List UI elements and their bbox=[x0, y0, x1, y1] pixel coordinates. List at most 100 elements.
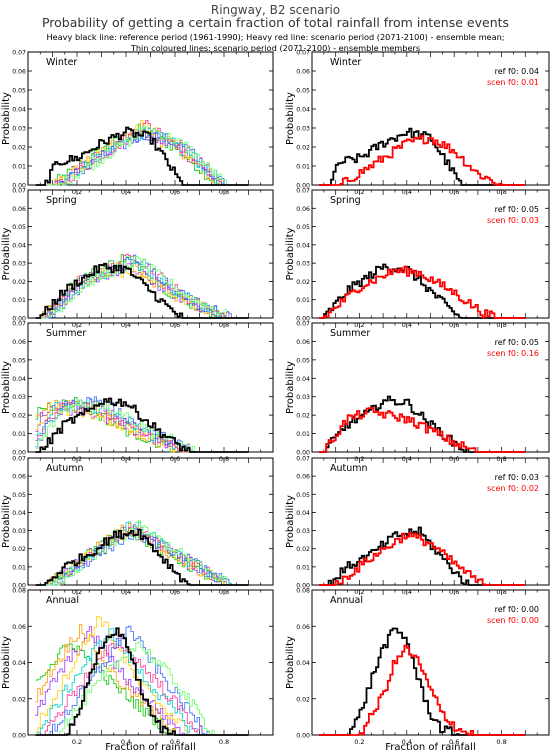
ref-f0-label: ref f0: 0.03 bbox=[495, 473, 539, 482]
reference-series-line bbox=[35, 397, 249, 453]
x-axis-label: Fraction of rainfall bbox=[105, 742, 195, 752]
y-tick-label: 0.06 bbox=[296, 474, 310, 481]
y-axis-label: Probability bbox=[1, 227, 12, 280]
y-tick-label: 0.02 bbox=[296, 279, 310, 286]
figure-title: Ringway, B2 scenario bbox=[210, 3, 341, 17]
member-series-line bbox=[35, 616, 249, 736]
y-tick-label: 0.07 bbox=[296, 188, 310, 195]
member-series-line bbox=[35, 400, 249, 453]
reference-series-line bbox=[319, 395, 526, 453]
y-axis-label: Probability bbox=[1, 361, 12, 414]
y-tick-label: 0.02 bbox=[12, 145, 26, 152]
x-tick-label: 0.2 bbox=[72, 738, 82, 746]
season-label: Winter bbox=[46, 57, 77, 68]
y-tick-label: 0.04 bbox=[296, 660, 310, 667]
scen-f0-label: scen f0: 0.16 bbox=[487, 349, 539, 358]
ref-f0-label: ref f0: 0.05 bbox=[495, 338, 539, 347]
y-tick-label: 0.02 bbox=[12, 413, 26, 420]
x-tick-label: 0.8 bbox=[219, 738, 229, 746]
y-tick-label: 0.00 bbox=[12, 583, 26, 590]
y-tick-label: 0.05 bbox=[12, 88, 26, 95]
scen-f0-label: scen f0: 0.02 bbox=[487, 484, 539, 493]
panel-winter-mean: 0.000.010.020.030.040.050.060.070.2 0.4 0.… bbox=[285, 50, 550, 196]
panel-autumn-members: 0.000.010.020.030.040.050.060.070.2 0.4 0.… bbox=[1, 456, 274, 596]
y-tick-label: 0.06 bbox=[12, 474, 26, 481]
y-tick-label: 0.07 bbox=[12, 456, 26, 463]
reference-series-line bbox=[35, 627, 249, 736]
y-tick-label: 0.03 bbox=[12, 528, 26, 535]
x-tick-label: 0.6 bbox=[170, 738, 180, 746]
y-tick-label: 0.00 bbox=[12, 733, 26, 740]
legend-line-2: Thin coloured lines: scenario period (20… bbox=[130, 43, 421, 53]
member-series-line bbox=[35, 520, 249, 586]
y-tick-label: 0.04 bbox=[12, 376, 26, 383]
y-tick-label: 0.06 bbox=[296, 624, 310, 631]
y-tick-label: 0.05 bbox=[12, 492, 26, 499]
y-tick-label: 0.01 bbox=[12, 164, 26, 171]
x-tick-label: 0.4 bbox=[121, 738, 131, 746]
y-tick-label: 0.05 bbox=[12, 224, 26, 231]
y-tick-label: 0.03 bbox=[12, 126, 26, 133]
y-tick-label: 0.01 bbox=[296, 564, 310, 571]
y-tick-label: 0.00 bbox=[296, 583, 310, 590]
y-tick-label: 0.04 bbox=[296, 242, 310, 249]
y-tick-label: 0.05 bbox=[296, 88, 310, 95]
y-tick-label: 0.02 bbox=[296, 413, 310, 420]
y-tick-label: 0.03 bbox=[296, 528, 310, 535]
y-tick-label: 0.00 bbox=[12, 450, 26, 457]
y-tick-label: 0.07 bbox=[12, 50, 26, 57]
reference-series-line bbox=[319, 127, 526, 186]
y-tick-label: 0.07 bbox=[12, 321, 26, 328]
season-label: Annual bbox=[330, 595, 363, 606]
member-series-line bbox=[35, 256, 249, 319]
y-tick-label: 0.04 bbox=[12, 107, 26, 114]
reference-series-line bbox=[35, 126, 249, 186]
y-tick-label: 0.07 bbox=[296, 456, 310, 463]
scenario-mean-series-line bbox=[319, 532, 526, 586]
y-tick-label: 0.05 bbox=[12, 357, 26, 364]
y-tick-label: 0.04 bbox=[12, 242, 26, 249]
y-tick-label: 0.04 bbox=[296, 376, 310, 383]
y-tick-label: 0.02 bbox=[12, 696, 26, 703]
member-series-line bbox=[35, 624, 249, 736]
y-tick-label: 0.02 bbox=[296, 546, 310, 553]
season-label: Spring bbox=[46, 195, 77, 206]
panel-annual-members: 0.00 0.02 0.04 0.06 0.08 0.2 0.4 0.6 0.8 Probabil… bbox=[1, 588, 274, 752]
panel-summer-mean: 0.000.010.020.030.040.050.060.070.2 0.4 0.… bbox=[285, 321, 550, 463]
y-tick-label: 0.04 bbox=[12, 510, 26, 517]
y-tick-label: 0.04 bbox=[296, 107, 310, 114]
y-tick-label: 0.06 bbox=[296, 69, 310, 76]
x-axis-label: Fraction of rainfall bbox=[385, 742, 475, 752]
y-tick-label: 0.03 bbox=[296, 126, 310, 133]
scen-f0-label: scen f0: 0.00 bbox=[487, 616, 539, 625]
y-tick-label: 0.07 bbox=[12, 188, 26, 195]
x-tick-label: 0.2 bbox=[354, 738, 364, 746]
season-label: Summer bbox=[46, 328, 86, 339]
season-label: Annual bbox=[46, 595, 79, 606]
y-tick-label: 0.00 bbox=[296, 316, 310, 323]
season-label: Autumn bbox=[46, 463, 84, 474]
member-series-line bbox=[35, 625, 249, 736]
y-tick-label: 0.01 bbox=[12, 297, 26, 304]
y-tick-label: 0.01 bbox=[12, 564, 26, 571]
y-tick-label: 0.03 bbox=[296, 394, 310, 401]
y-tick-label: 0.02 bbox=[12, 546, 26, 553]
y-tick-label: 0.01 bbox=[296, 164, 310, 171]
y-tick-label: 0.02 bbox=[296, 696, 310, 703]
y-axis-label: Probability bbox=[285, 495, 296, 548]
season-label: Spring bbox=[330, 195, 361, 206]
panel-autumn-mean: 0.000.010.020.030.040.050.060.070.2 0.4 0.… bbox=[285, 456, 550, 596]
y-tick-label: 0.06 bbox=[296, 206, 310, 213]
reference-series-line bbox=[319, 627, 526, 736]
member-series-line bbox=[35, 126, 249, 186]
season-label: Summer bbox=[330, 328, 370, 339]
y-tick-label: 0.02 bbox=[296, 145, 310, 152]
scenario-mean-series-line bbox=[319, 266, 526, 319]
y-tick-label: 0.03 bbox=[296, 261, 310, 268]
x-tick-label: 0.6 bbox=[449, 738, 459, 746]
member-series-line bbox=[35, 641, 249, 736]
scenario-mean-series-line bbox=[319, 406, 526, 453]
y-tick-label: 0.05 bbox=[296, 224, 310, 231]
reference-series-line bbox=[35, 262, 249, 319]
